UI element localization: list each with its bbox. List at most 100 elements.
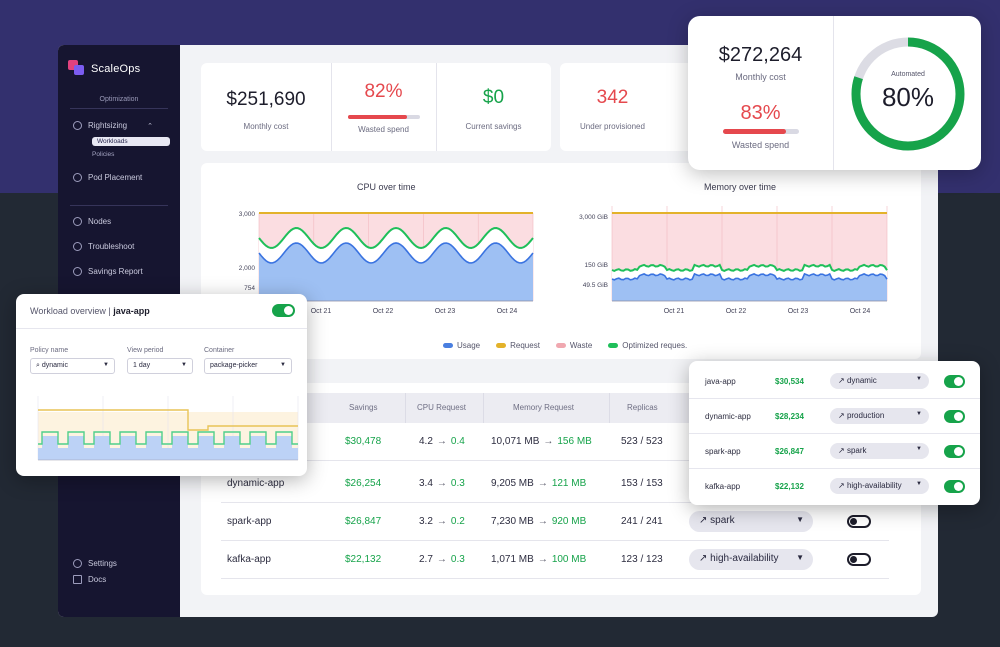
policy-icon: ↗ xyxy=(699,553,708,564)
chevron-down-icon: ▼ xyxy=(916,446,922,452)
usage-line xyxy=(611,272,888,281)
policy-icon: ↗ xyxy=(699,515,708,526)
x-tick-label: Oct 21 xyxy=(311,308,332,315)
chevron-up-icon: ⌃ xyxy=(147,122,154,130)
table-row[interactable]: dynamic-app $26,254 3.4 → 0.3 9,205 MB → 121 MB… xyxy=(221,465,889,503)
row-cpu-request: 3.4 → 0.3 xyxy=(419,478,465,489)
policy-icon: ↗ xyxy=(838,481,845,490)
charts-card: CPU over time Memory over time 3,000 2,00… xyxy=(201,163,921,359)
sidebar-item-label: Pod Placement xyxy=(88,173,143,182)
app-auto-toggle[interactable] xyxy=(944,410,965,423)
sidebar-item-nodes[interactable]: Nodes xyxy=(73,217,111,226)
app-policy-select[interactable]: ↗ spark ▼ xyxy=(830,443,929,459)
sidebar-item-label: Docs xyxy=(88,575,107,584)
chevron-down-icon: ▼ xyxy=(796,553,804,562)
workload-auto-toggle[interactable] xyxy=(272,304,295,317)
legend-optimized-request: Optimized reques. xyxy=(608,341,687,350)
app-policy-select[interactable]: ↗ high-availability ▼ xyxy=(830,478,929,494)
table-row[interactable]: $30,478 4.2 → 0.4 10,071 MB → 156 MB 523 / 523 xyxy=(221,423,889,461)
optimized-gap-area xyxy=(259,228,533,263)
app-auto-toggle[interactable] xyxy=(944,480,965,493)
container-select[interactable]: package-picker ▼ xyxy=(204,358,292,374)
search-icon: ⌕ xyxy=(36,362,40,369)
app-policy-select[interactable]: ↗ production ▼ xyxy=(830,408,929,424)
float-wasted-spend-bar xyxy=(723,129,799,134)
optimized-gap-area xyxy=(612,264,887,280)
table-row[interactable]: kafka-app $22,132 2.7 → 0.3 1,071 MB → 100 MB 12… xyxy=(221,541,889,579)
sidebar-item-troubleshoot[interactable]: Troubleshoot xyxy=(73,242,134,251)
workload-overview-title: Workload overview | java-app xyxy=(30,306,150,316)
header-savings[interactable]: Savings xyxy=(349,403,378,412)
sidebar-item-label: Troubleshoot xyxy=(88,242,135,251)
brand-name: ScaleOps xyxy=(91,62,141,75)
kpi-label: Under provisioned xyxy=(580,122,645,131)
policy-icon: ↗ xyxy=(838,446,845,455)
header-memory-request[interactable]: Memory Request xyxy=(513,403,574,412)
kpi-under-provisioned: 342 Under provisioned xyxy=(560,63,665,151)
chevron-down-icon: ▼ xyxy=(916,376,922,382)
float-monthly-cost-label: Monthly cost xyxy=(735,72,786,82)
logo[interactable]: ScaleOps xyxy=(68,60,140,77)
kpi-monthly-cost: $251,690 Monthly cost xyxy=(201,63,331,151)
app-name[interactable]: kafka-app xyxy=(705,482,741,491)
app-savings: $30,534 xyxy=(775,377,804,386)
workload-overview-panel: Workload overview | java-app Policy name… xyxy=(16,294,307,476)
row-workload-name[interactable]: spark-app xyxy=(227,516,272,527)
sidebar-subitem-policies[interactable]: Policies xyxy=(92,151,115,158)
app-list-row[interactable]: kafka-app $22,132 ↗ high-availability ▼ xyxy=(689,469,980,504)
header-cpu-request[interactable]: CPU Request xyxy=(417,403,466,412)
float-monthly-cost-value: $272,264 xyxy=(718,44,803,66)
x-tick-label: Oct 23 xyxy=(788,308,809,315)
row-policy-select[interactable]: ↗ spark ▼ xyxy=(689,511,813,532)
app-name[interactable]: spark-app xyxy=(705,447,741,456)
sidebar-item-label: Settings xyxy=(88,559,117,568)
row-replicas: 241 / 241 xyxy=(621,516,663,527)
view-period-select[interactable]: 1 day ▼ xyxy=(127,358,193,374)
app-list-row[interactable]: dynamic-app $28,234 ↗ production ▼ xyxy=(689,399,980,434)
sidebar-item-docs[interactable]: Docs xyxy=(73,575,106,584)
chevron-down-icon: ▼ xyxy=(280,362,286,368)
row-savings: $26,847 xyxy=(345,516,382,527)
automated-label: Automated xyxy=(891,71,925,78)
sidebar-item-pod-placement[interactable]: Pod Placement xyxy=(73,173,142,182)
float-separator xyxy=(833,16,834,170)
docs-icon xyxy=(73,575,82,584)
row-auto-toggle[interactable] xyxy=(847,553,871,566)
sidebar-item-savings-report[interactable]: Savings Report xyxy=(73,267,143,276)
app-name[interactable]: dynamic-app xyxy=(705,412,751,421)
app-list-row[interactable]: spark-app $26,847 ↗ spark ▼ xyxy=(689,434,980,469)
sidebar-item-label: Rightsizing xyxy=(88,121,128,130)
row-cpu-request: 4.2 → 0.4 xyxy=(419,436,465,447)
x-tick-label: Oct 24 xyxy=(497,308,518,315)
chart-legend: Usage Request Waste Optimized reques. xyxy=(443,341,687,350)
legend-usage: Usage xyxy=(443,341,480,350)
x-tick-label: Oct 22 xyxy=(373,308,394,315)
y-tick-label: 49.5 GiB xyxy=(583,282,608,289)
table-row[interactable]: spark-app $26,847 3.2 → 0.2 7,230 MB → 920 MB 24… xyxy=(221,503,889,541)
header-replicas[interactable]: Replicas xyxy=(627,403,658,412)
sidebar-item-rightsizing[interactable]: Rightsizing ⌃ xyxy=(73,121,153,130)
kpi-value: 82% xyxy=(364,81,403,102)
app-auto-toggle[interactable] xyxy=(944,375,965,388)
mini-optimized-line xyxy=(38,431,298,445)
policy-name-select[interactable]: ⌕ dynamic ▼ xyxy=(30,358,115,374)
row-savings: $26,254 xyxy=(345,478,382,489)
float-wasted-spend-label: Wasted spend xyxy=(731,140,790,150)
app-name[interactable]: java-app xyxy=(705,377,736,386)
sidebar-subitem-workloads[interactable]: Workloads xyxy=(92,137,170,146)
row-memory-request: 7,230 MB → 920 MB xyxy=(491,516,587,527)
nodes-icon xyxy=(73,217,82,226)
row-workload-name[interactable]: kafka-app xyxy=(227,554,271,565)
app-auto-toggle[interactable] xyxy=(944,445,965,458)
x-tick-label: Oct 23 xyxy=(435,308,456,315)
app-policy-select[interactable]: ↗ dynamic ▼ xyxy=(830,373,929,389)
rightsizing-icon xyxy=(73,121,82,130)
legend-waste: Waste xyxy=(555,341,592,350)
sidebar-item-settings[interactable]: Settings xyxy=(73,559,117,568)
app-list-row[interactable]: java-app $30,534 ↗ dynamic ▼ xyxy=(689,364,980,399)
row-workload-name[interactable]: dynamic-app xyxy=(227,478,285,489)
x-tick-label: Oct 21 xyxy=(664,308,685,315)
row-policy-select[interactable]: ↗ high-availability ▼ xyxy=(689,549,813,570)
pod-placement-icon xyxy=(73,173,82,182)
row-auto-toggle[interactable] xyxy=(847,515,871,528)
